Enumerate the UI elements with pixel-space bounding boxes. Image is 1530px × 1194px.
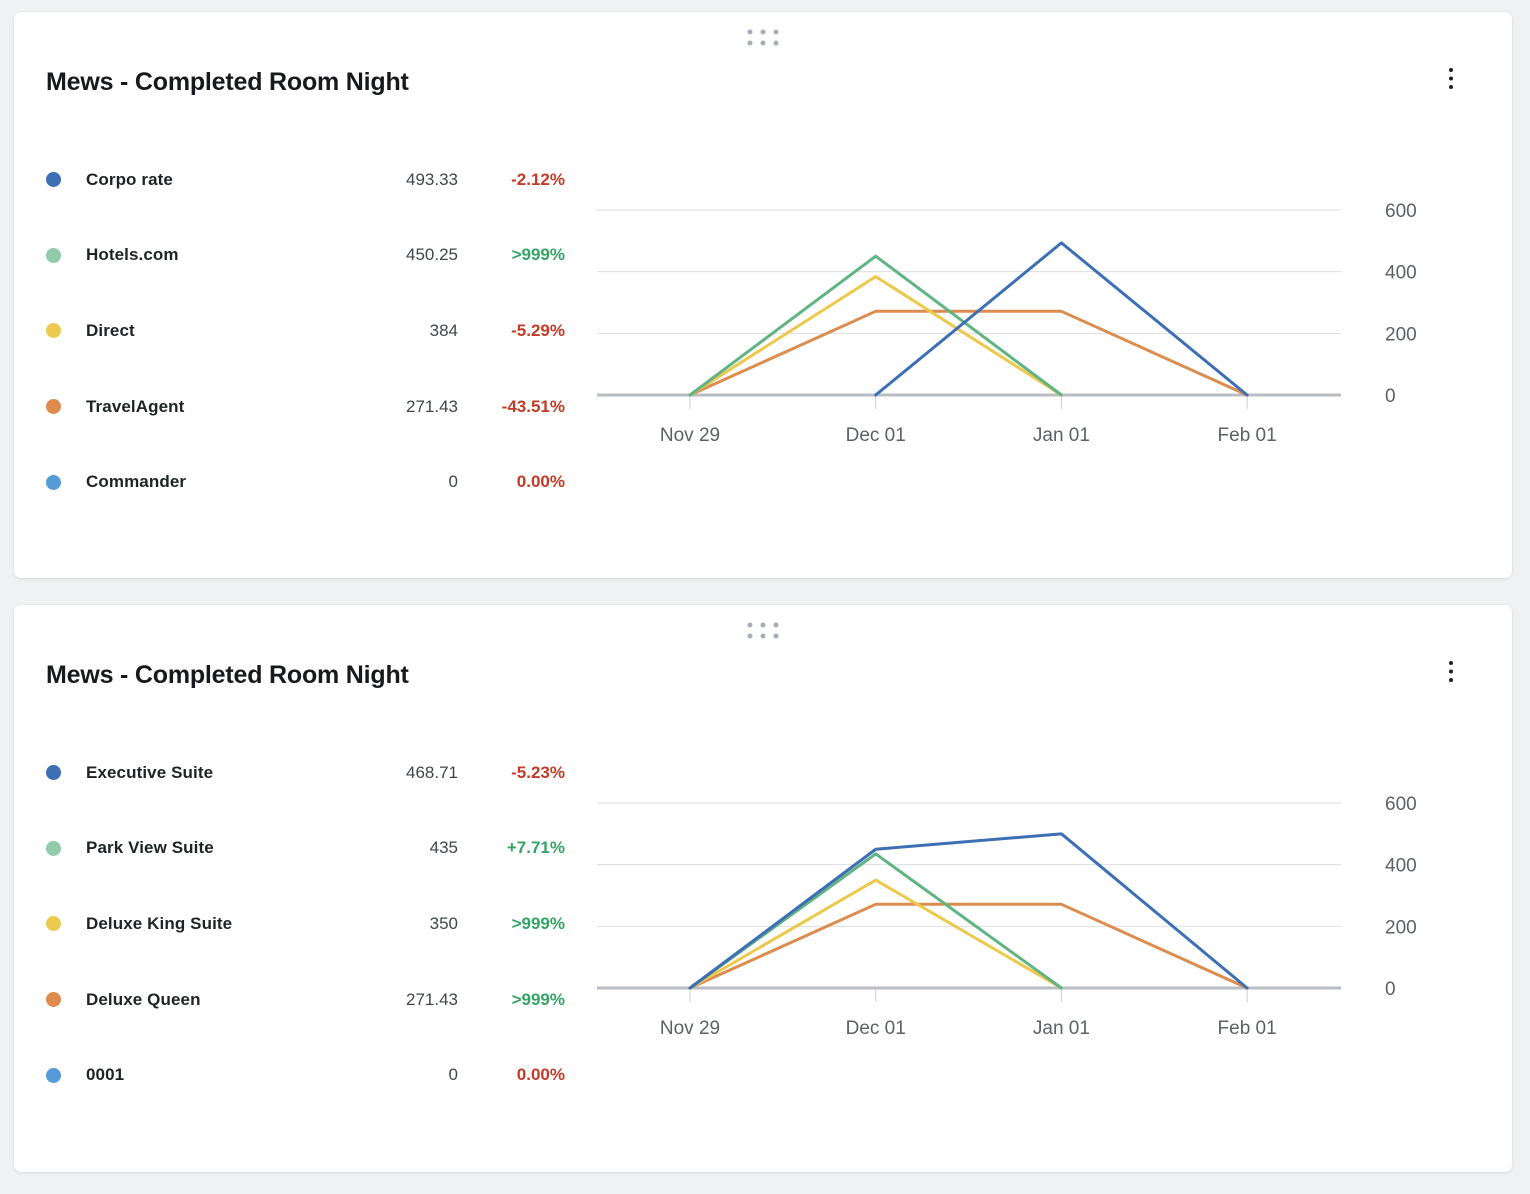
svg-text:400: 400 bbox=[1385, 263, 1417, 284]
series-value: 468.71 bbox=[406, 762, 458, 782]
series-color-dot bbox=[46, 840, 61, 856]
series-color-dot bbox=[46, 992, 61, 1008]
svg-text:Nov 29: Nov 29 bbox=[660, 1018, 720, 1039]
series-label: Deluxe King Suite bbox=[86, 913, 233, 933]
svg-text:200: 200 bbox=[1385, 917, 1417, 938]
drag-handle-icon[interactable] bbox=[745, 619, 781, 641]
svg-text:0: 0 bbox=[1385, 386, 1396, 407]
legend-item[interactable]: Corpo rate 493.33 -2.12% bbox=[46, 142, 565, 218]
legend-item[interactable]: Park View Suite 435 +7.71% bbox=[46, 811, 565, 887]
svg-text:400: 400 bbox=[1385, 856, 1417, 877]
legend-item[interactable]: Deluxe King Suite 350 >999% bbox=[46, 886, 565, 962]
card-menu-button[interactable] bbox=[1438, 62, 1464, 96]
series-label: Hotels.com bbox=[86, 245, 179, 265]
series-value: 271.43 bbox=[406, 989, 458, 1009]
series-label: Executive Suite bbox=[86, 762, 214, 782]
series-color-dot bbox=[46, 399, 61, 415]
series-label: Commander bbox=[86, 472, 187, 492]
svg-text:Feb 01: Feb 01 bbox=[1218, 425, 1277, 446]
svg-text:Dec 01: Dec 01 bbox=[846, 1018, 906, 1039]
legend-item[interactable]: Hotels.com 450.25 >999% bbox=[46, 218, 565, 294]
series-label: 0001 bbox=[86, 1065, 125, 1085]
svg-text:Jan 01: Jan 01 bbox=[1033, 1018, 1090, 1039]
widget-card: Mews - Completed Room Night Corpo rate 49… bbox=[14, 12, 1512, 578]
series-change: -43.51% bbox=[501, 396, 565, 416]
legend-item[interactable]: Direct 384 -5.29% bbox=[46, 293, 565, 369]
series-label: Deluxe Queen bbox=[86, 989, 201, 1009]
drag-dots-icon bbox=[747, 29, 779, 46]
svg-text:600: 600 bbox=[1385, 201, 1417, 222]
series-change: 0.00% bbox=[516, 472, 565, 492]
series-color-dot bbox=[46, 474, 61, 490]
series-value: 0 bbox=[448, 472, 458, 492]
series-color-dot bbox=[46, 765, 61, 781]
legend-item[interactable]: Deluxe Queen 271.43 >999% bbox=[46, 962, 565, 1038]
series-value: 384 bbox=[429, 320, 458, 340]
kebab-menu-icon bbox=[1449, 661, 1453, 682]
svg-text:200: 200 bbox=[1385, 324, 1417, 345]
legend: Executive Suite 468.71 -5.23% Park View Sui… bbox=[46, 735, 565, 1113]
series-value: 271.43 bbox=[406, 396, 458, 416]
card-title: Mews - Completed Room Night bbox=[46, 661, 409, 689]
card-menu-button[interactable] bbox=[1438, 655, 1464, 689]
legend: Corpo rate 493.33 -2.12% Hotels.com 450.25 >9… bbox=[46, 142, 565, 520]
series-label: Direct bbox=[86, 320, 135, 340]
widget-card: Mews - Completed Room Night Executive Su… bbox=[14, 605, 1512, 1172]
svg-text:0: 0 bbox=[1385, 979, 1396, 1000]
series-change: >999% bbox=[511, 245, 565, 265]
line-chart: Nov 29 Dec 01 Jan 01 Feb 01 600 400 200 0 bbox=[597, 794, 1417, 1039]
series-change: >999% bbox=[511, 913, 565, 933]
drag-handle-icon[interactable] bbox=[745, 26, 781, 48]
series-label: TravelAgent bbox=[86, 396, 185, 416]
series-color-dot bbox=[46, 172, 61, 188]
svg-text:Dec 01: Dec 01 bbox=[846, 425, 906, 446]
series-label: Park View Suite bbox=[86, 838, 214, 858]
series-change: -5.29% bbox=[511, 320, 565, 340]
svg-text:600: 600 bbox=[1385, 794, 1417, 815]
series-color-dot bbox=[46, 323, 61, 339]
series-value: 435 bbox=[429, 838, 458, 858]
series-change: 0.00% bbox=[516, 1065, 565, 1085]
series-change: +7.71% bbox=[506, 838, 565, 858]
series-color-dot bbox=[46, 916, 61, 932]
svg-text:Feb 01: Feb 01 bbox=[1218, 1018, 1277, 1039]
series-value: 450.25 bbox=[406, 245, 458, 265]
legend-item[interactable]: 0001 0 0.00% bbox=[46, 1037, 565, 1113]
svg-text:Jan 01: Jan 01 bbox=[1033, 425, 1090, 446]
series-change: >999% bbox=[511, 989, 565, 1009]
series-value: 0 bbox=[448, 1065, 458, 1085]
card-title: Mews - Completed Room Night bbox=[46, 68, 409, 96]
legend-item[interactable]: Commander 0 0.00% bbox=[46, 444, 565, 520]
series-value: 493.33 bbox=[406, 169, 458, 189]
svg-text:Nov 29: Nov 29 bbox=[660, 425, 720, 446]
series-change: -5.23% bbox=[511, 762, 565, 782]
drag-dots-icon bbox=[747, 622, 779, 639]
series-change: -2.12% bbox=[511, 169, 565, 189]
kebab-menu-icon bbox=[1449, 68, 1453, 89]
legend-item[interactable]: Executive Suite 468.71 -5.23% bbox=[46, 735, 565, 811]
legend-item[interactable]: TravelAgent 271.43 -43.51% bbox=[46, 369, 565, 445]
series-label: Corpo rate bbox=[86, 169, 173, 189]
series-color-dot bbox=[46, 1067, 61, 1083]
line-chart: Nov 29 Dec 01 Jan 01 Feb 01 600 400 200 0 bbox=[597, 201, 1417, 446]
series-value: 350 bbox=[429, 913, 458, 933]
series-color-dot bbox=[46, 247, 61, 263]
